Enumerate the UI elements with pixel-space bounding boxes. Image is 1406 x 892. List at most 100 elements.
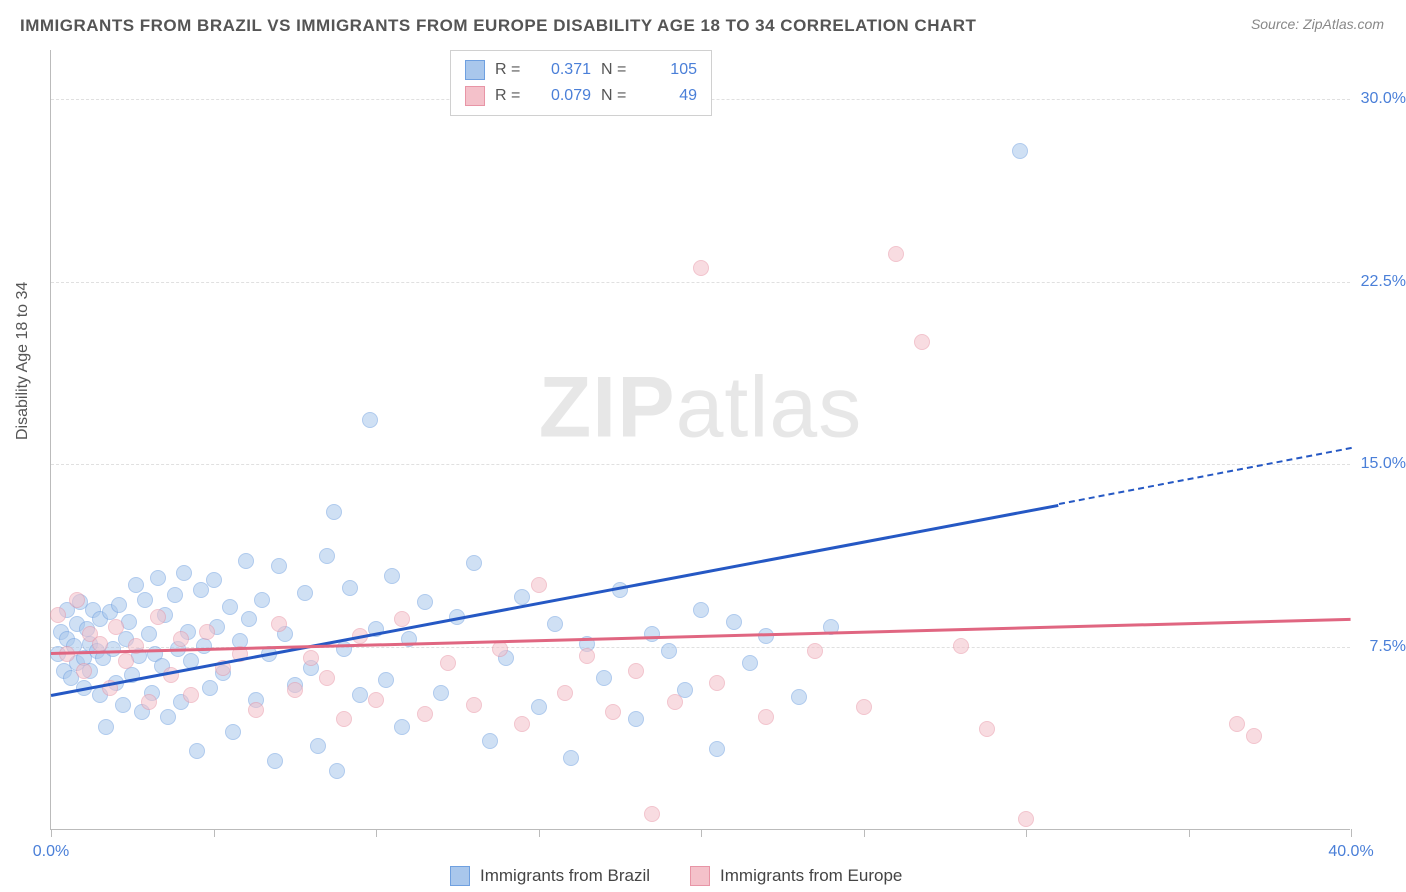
scatter-point-brazil	[150, 570, 166, 586]
chart-area: ZIPatlas 7.5%15.0%22.5%30.0%0.0%40.0%	[50, 50, 1350, 830]
legend-swatch	[465, 86, 485, 106]
scatter-point-europe	[336, 711, 352, 727]
scatter-point-europe	[856, 699, 872, 715]
scatter-point-europe	[50, 607, 66, 623]
legend-swatch	[450, 866, 470, 886]
legend-swatch	[465, 60, 485, 80]
scatter-point-europe	[394, 611, 410, 627]
scatter-point-brazil	[329, 763, 345, 779]
scatter-point-europe	[953, 638, 969, 654]
legend-row-europe: R =0.079N =49	[465, 83, 697, 109]
scatter-point-brazil	[137, 592, 153, 608]
legend-n-value: 105	[643, 61, 697, 79]
scatter-point-brazil	[466, 555, 482, 571]
legend-item-brazil: Immigrants from Brazil	[450, 866, 650, 886]
scatter-point-europe	[417, 706, 433, 722]
scatter-point-europe	[76, 663, 92, 679]
scatter-point-europe	[440, 655, 456, 671]
scatter-point-europe	[807, 643, 823, 659]
watermark: ZIPatlas	[539, 359, 862, 458]
scatter-point-europe	[108, 619, 124, 635]
scatter-point-brazil	[238, 553, 254, 569]
scatter-point-brazil	[111, 597, 127, 613]
scatter-point-brazil	[596, 670, 612, 686]
scatter-point-europe	[914, 334, 930, 350]
plot-region: ZIPatlas 7.5%15.0%22.5%30.0%0.0%40.0%	[50, 50, 1350, 830]
scatter-point-brazil	[202, 680, 218, 696]
scatter-point-brazil	[791, 689, 807, 705]
scatter-point-brazil	[241, 611, 257, 627]
legend-n-label: N =	[601, 87, 633, 105]
scatter-point-brazil	[310, 738, 326, 754]
scatter-point-europe	[514, 716, 530, 732]
watermark-bold: ZIP	[539, 360, 676, 456]
scatter-point-europe	[141, 694, 157, 710]
scatter-point-europe	[118, 653, 134, 669]
scatter-point-brazil	[141, 626, 157, 642]
legend-label: Immigrants from Europe	[720, 866, 902, 886]
y-tick-label: 15.0%	[1361, 455, 1406, 473]
legend-r-value: 0.371	[537, 61, 591, 79]
x-tick	[1351, 829, 1352, 837]
x-tick	[376, 829, 377, 837]
scatter-point-europe	[183, 687, 199, 703]
scatter-point-brazil	[115, 697, 131, 713]
scatter-point-brazil	[693, 602, 709, 618]
scatter-point-brazil	[362, 412, 378, 428]
legend-r-value: 0.079	[537, 87, 591, 105]
scatter-point-europe	[667, 694, 683, 710]
scatter-point-europe	[319, 670, 335, 686]
scatter-point-brazil	[628, 711, 644, 727]
scatter-point-brazil	[342, 580, 358, 596]
scatter-point-brazil	[661, 643, 677, 659]
legend-r-label: R =	[495, 61, 527, 79]
scatter-point-europe	[303, 650, 319, 666]
scatter-point-europe	[150, 609, 166, 625]
scatter-point-brazil	[189, 743, 205, 759]
scatter-point-europe	[628, 663, 644, 679]
scatter-point-brazil	[384, 568, 400, 584]
scatter-point-brazil	[196, 638, 212, 654]
legend-item-europe: Immigrants from Europe	[690, 866, 902, 886]
scatter-point-europe	[199, 624, 215, 640]
scatter-point-europe	[888, 246, 904, 262]
scatter-point-brazil	[160, 709, 176, 725]
scatter-point-europe	[644, 806, 660, 822]
source-attribution: Source: ZipAtlas.com	[1251, 16, 1384, 32]
scatter-point-brazil	[176, 565, 192, 581]
x-tick	[1189, 829, 1190, 837]
watermark-light: atlas	[676, 360, 863, 456]
scatter-point-brazil	[563, 750, 579, 766]
scatter-point-europe	[466, 697, 482, 713]
scatter-point-europe	[979, 721, 995, 737]
scatter-point-europe	[248, 702, 264, 718]
scatter-point-europe	[1246, 728, 1262, 744]
x-tick	[214, 829, 215, 837]
y-axis-label: Disability Age 18 to 34	[14, 282, 32, 440]
legend-n-value: 49	[643, 87, 697, 105]
scatter-point-brazil	[254, 592, 270, 608]
gridline	[51, 464, 1350, 465]
scatter-point-brazil	[482, 733, 498, 749]
scatter-point-brazil	[742, 655, 758, 671]
scatter-point-brazil	[336, 641, 352, 657]
scatter-point-brazil	[352, 687, 368, 703]
correlation-legend: R =0.371N =105R =0.079N =49	[450, 50, 712, 116]
legend-row-brazil: R =0.371N =105	[465, 57, 697, 83]
y-tick-label: 30.0%	[1361, 90, 1406, 108]
x-tick	[51, 829, 52, 837]
trendline-brazil-ext	[1058, 447, 1351, 505]
scatter-point-europe	[579, 648, 595, 664]
scatter-point-europe	[693, 260, 709, 276]
scatter-point-europe	[1229, 716, 1245, 732]
scatter-point-brazil	[225, 724, 241, 740]
scatter-point-brazil	[128, 577, 144, 593]
scatter-point-brazil	[326, 504, 342, 520]
scatter-point-brazil	[1012, 143, 1028, 159]
legend-label: Immigrants from Brazil	[480, 866, 650, 886]
scatter-point-brazil	[433, 685, 449, 701]
series-legend: Immigrants from Brazil Immigrants from Eu…	[450, 866, 902, 886]
scatter-point-brazil	[547, 616, 563, 632]
x-tick-label: 40.0%	[1328, 843, 1373, 861]
x-tick-label: 0.0%	[33, 843, 69, 861]
